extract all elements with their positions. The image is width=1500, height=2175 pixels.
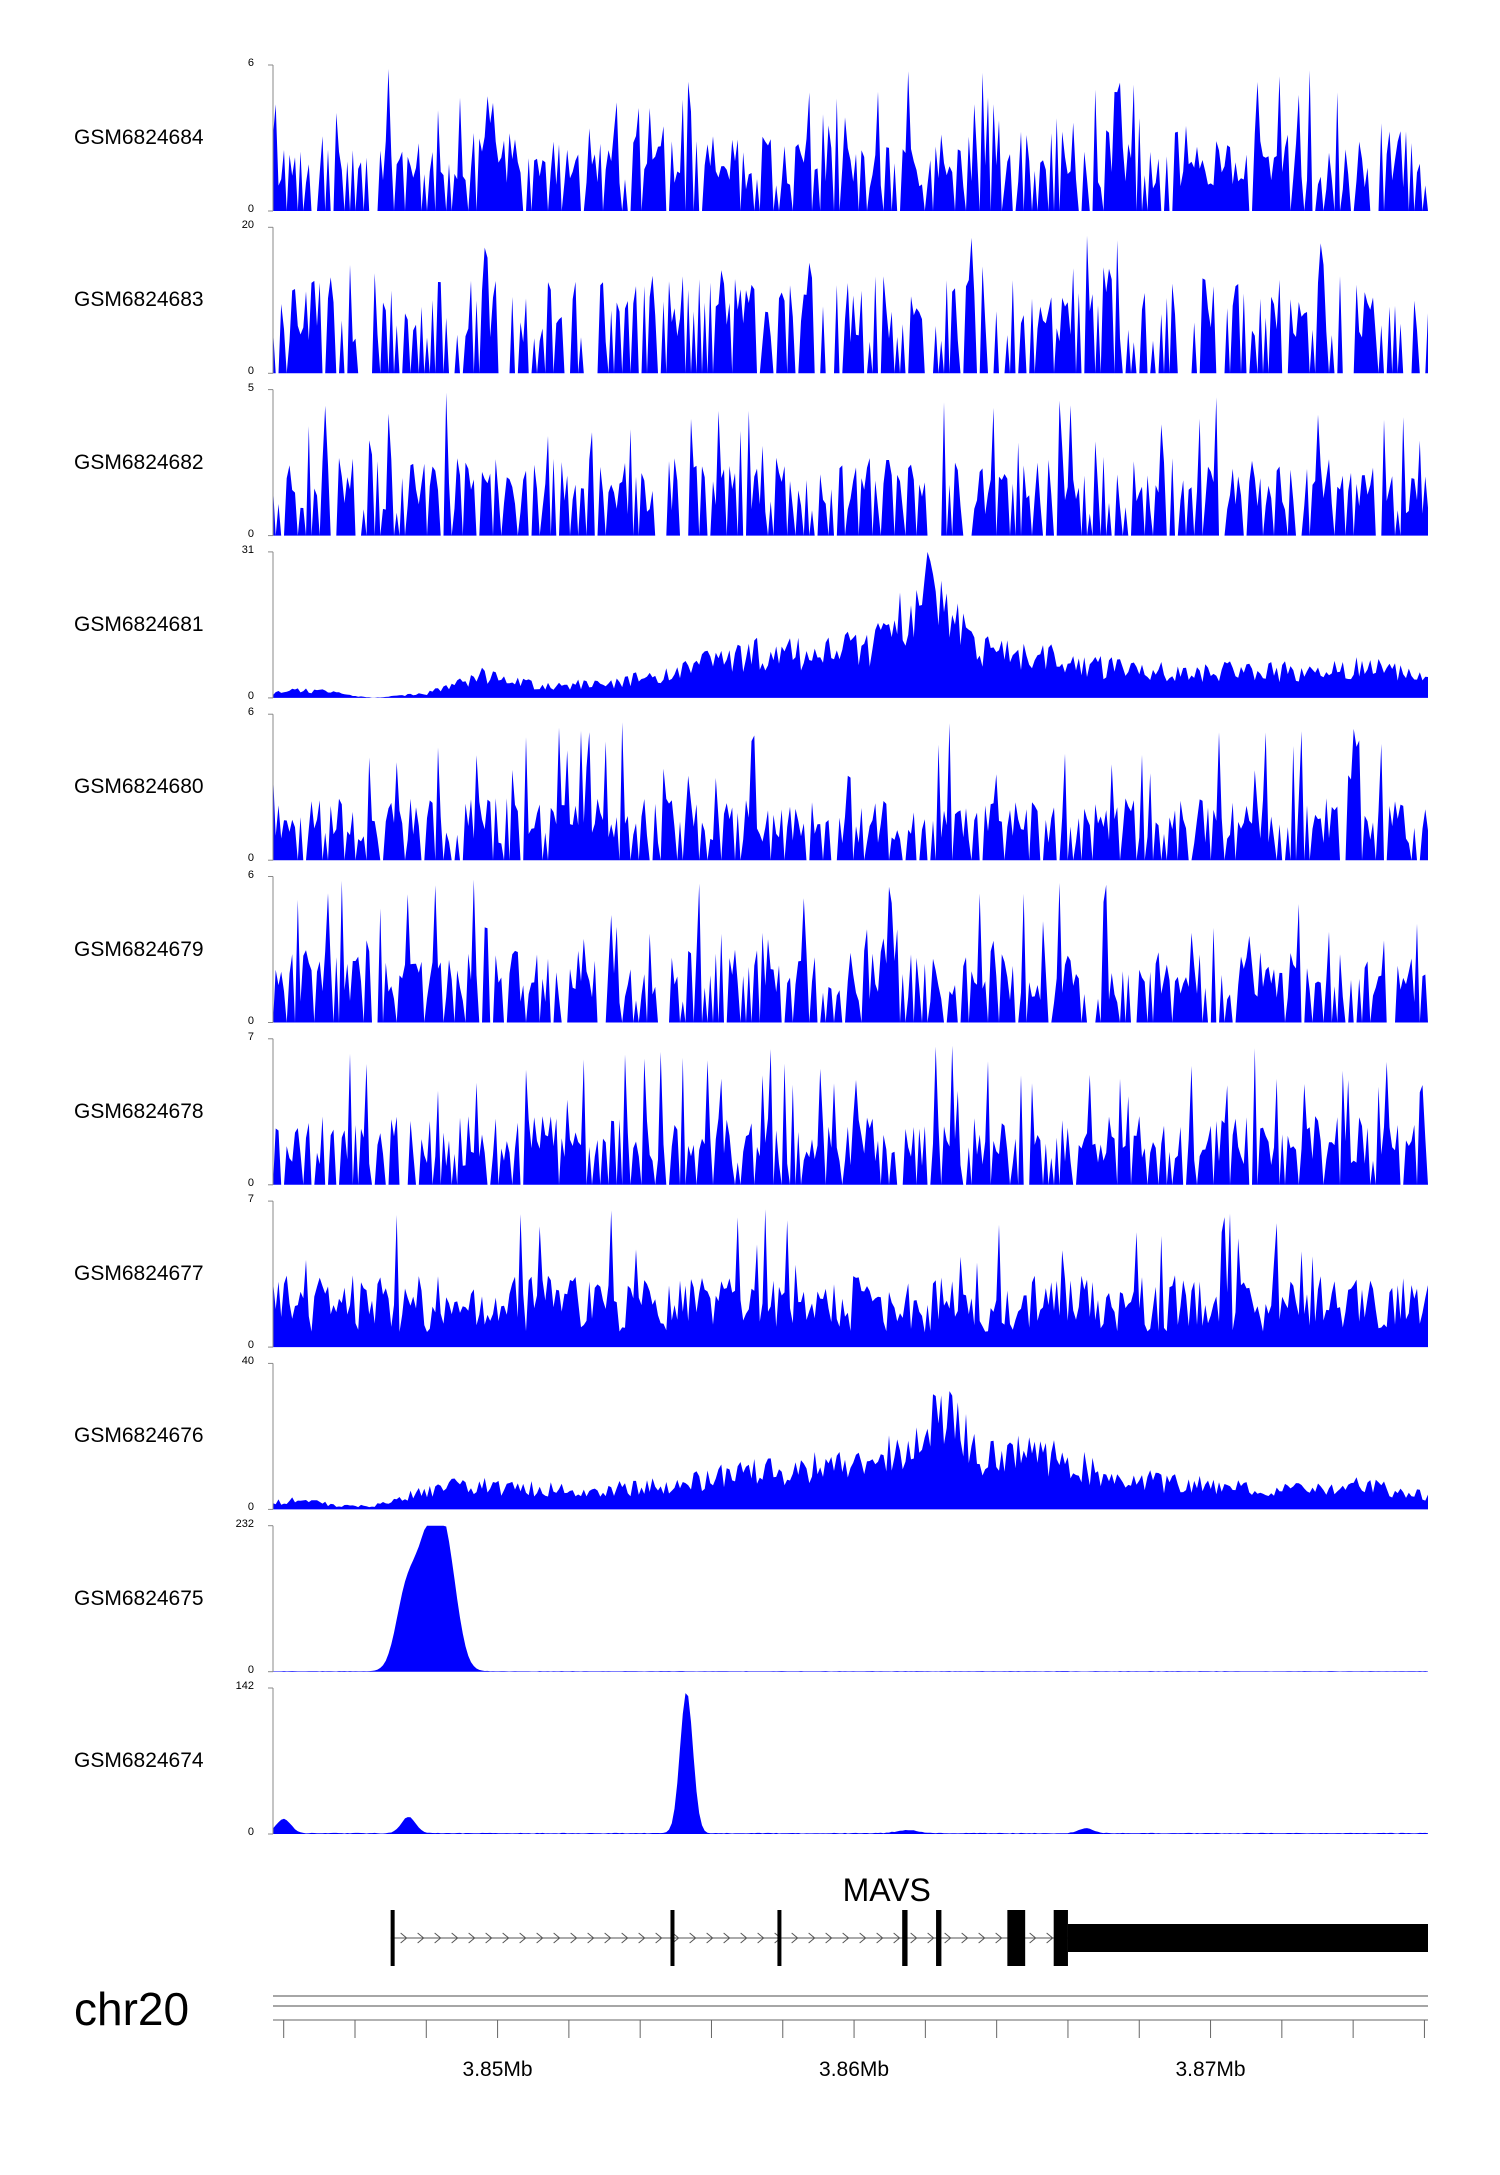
strand-arrow [400, 1932, 408, 1944]
strand-arrow [519, 1932, 527, 1944]
track-label: GSM6824674 [74, 1749, 204, 1772]
track-ymax-label: 20 [241, 219, 254, 232]
coverage-area-GSM6824684 [273, 69, 1428, 211]
track-ymin-label: 0 [247, 1826, 254, 1838]
track-ymin-label: 0 [247, 1663, 254, 1676]
track-label: GSM6824683 [74, 288, 204, 312]
genome-axis-tick-label: 3.86Mb [819, 2058, 890, 2081]
exon [670, 1910, 675, 1966]
exon [902, 1910, 908, 1966]
track-label: GSM6824682 [74, 450, 204, 474]
track-label: GSM6824675 [74, 1586, 204, 1610]
track-ymin-label: 0 [247, 852, 254, 865]
genome-axis-tick-label: 3.85Mb [462, 2058, 533, 2081]
coverage-area-GSM6824682 [273, 392, 1428, 536]
exon [936, 1910, 942, 1966]
track-ymin-label: 0 [247, 203, 254, 215]
coverage-area-GSM6824674 [273, 1693, 1428, 1834]
track-ymax-label: 40 [241, 1355, 254, 1368]
coverage-area-GSM6824676 [273, 1391, 1428, 1510]
track-ymin-label: 0 [247, 365, 254, 378]
exon [1053, 1910, 1068, 1966]
strand-arrow [536, 1932, 544, 1944]
track-label: GSM6824678 [74, 1099, 204, 1123]
strand-arrow [723, 1932, 731, 1944]
track-label: GSM6824679 [74, 937, 204, 961]
strand-arrow [927, 1932, 935, 1944]
strand-arrow [655, 1932, 663, 1944]
strand-arrow [434, 1932, 442, 1944]
track-ymin-label: 0 [247, 1339, 254, 1352]
gene-label: MAVS [842, 1872, 931, 1908]
coverage-area-GSM6824680 [273, 722, 1428, 861]
track-ymax-label: 142 [235, 1680, 254, 1692]
track-ymax-label: 6 [247, 57, 254, 69]
track-ymax-label: 7 [247, 1030, 254, 1043]
strand-arrow [553, 1932, 561, 1944]
strand-arrow [451, 1932, 459, 1944]
strand-arrow [859, 1932, 867, 1944]
strand-arrow [825, 1932, 833, 1944]
track-ymin-label: 0 [247, 1014, 254, 1027]
track-ymax-label: 7 [247, 1193, 254, 1206]
track-ymax-label: 5 [247, 381, 254, 394]
strand-arrow [587, 1932, 595, 1944]
track-ymax-label: 31 [241, 543, 254, 556]
track-label: GSM6824681 [74, 612, 204, 636]
track-ymax-label: 6 [247, 706, 254, 719]
track-ymax-label: 6 [247, 868, 254, 881]
coverage-area-GSM6824678 [273, 1045, 1428, 1185]
track-ymin-label: 0 [247, 1176, 254, 1189]
strand-arrow [1029, 1932, 1037, 1944]
chromosome-label: chr20 [74, 1983, 190, 2035]
exon [777, 1910, 782, 1966]
track-label: GSM6824676 [74, 1424, 204, 1448]
strand-arrow [893, 1932, 901, 1944]
track-ymax-label: 232 [235, 1517, 254, 1530]
coverage-area-GSM6824677 [273, 1209, 1428, 1348]
strand-arrow [417, 1932, 425, 1944]
strand-arrow [740, 1932, 748, 1944]
strand-arrow [808, 1932, 816, 1944]
strand-arrow [689, 1932, 697, 1944]
coverage-area-GSM6824683 [273, 235, 1428, 374]
coverage-area-GSM6824679 [273, 879, 1428, 1023]
strand-arrow [570, 1932, 578, 1944]
strand-arrow [672, 1932, 680, 1944]
strand-arrow [468, 1932, 476, 1944]
strand-arrow [910, 1932, 918, 1944]
track-ymin-label: 0 [247, 527, 254, 540]
strand-arrow [791, 1932, 799, 1944]
genome-axis-tick-label: 3.87Mb [1175, 2058, 1246, 2081]
strand-arrow [485, 1932, 493, 1944]
track-label: GSM6824684 [74, 126, 204, 149]
strand-arrow [638, 1932, 646, 1944]
exon [1007, 1910, 1026, 1966]
track-ymin-label: 0 [247, 689, 254, 702]
strand-arrow [944, 1932, 952, 1944]
strand-arrow [757, 1932, 765, 1944]
strand-arrow [995, 1932, 1003, 1944]
strand-arrow [961, 1932, 969, 1944]
strand-arrow [604, 1932, 612, 1944]
track-label: GSM6824680 [74, 775, 204, 799]
strand-arrow [978, 1932, 986, 1944]
coverage-area-GSM6824675 [273, 1525, 1428, 1672]
exon [390, 1910, 395, 1966]
track-label: GSM6824677 [74, 1262, 204, 1286]
coverage-area-GSM6824681 [273, 551, 1428, 698]
strand-arrow [706, 1932, 714, 1944]
track-ymin-label: 0 [247, 1501, 254, 1514]
strand-arrow [621, 1932, 629, 1944]
exon [1067, 1924, 1428, 1952]
strand-arrow [502, 1932, 510, 1944]
strand-arrow [876, 1932, 884, 1944]
strand-arrow [1046, 1932, 1054, 1944]
strand-arrow [842, 1932, 850, 1944]
